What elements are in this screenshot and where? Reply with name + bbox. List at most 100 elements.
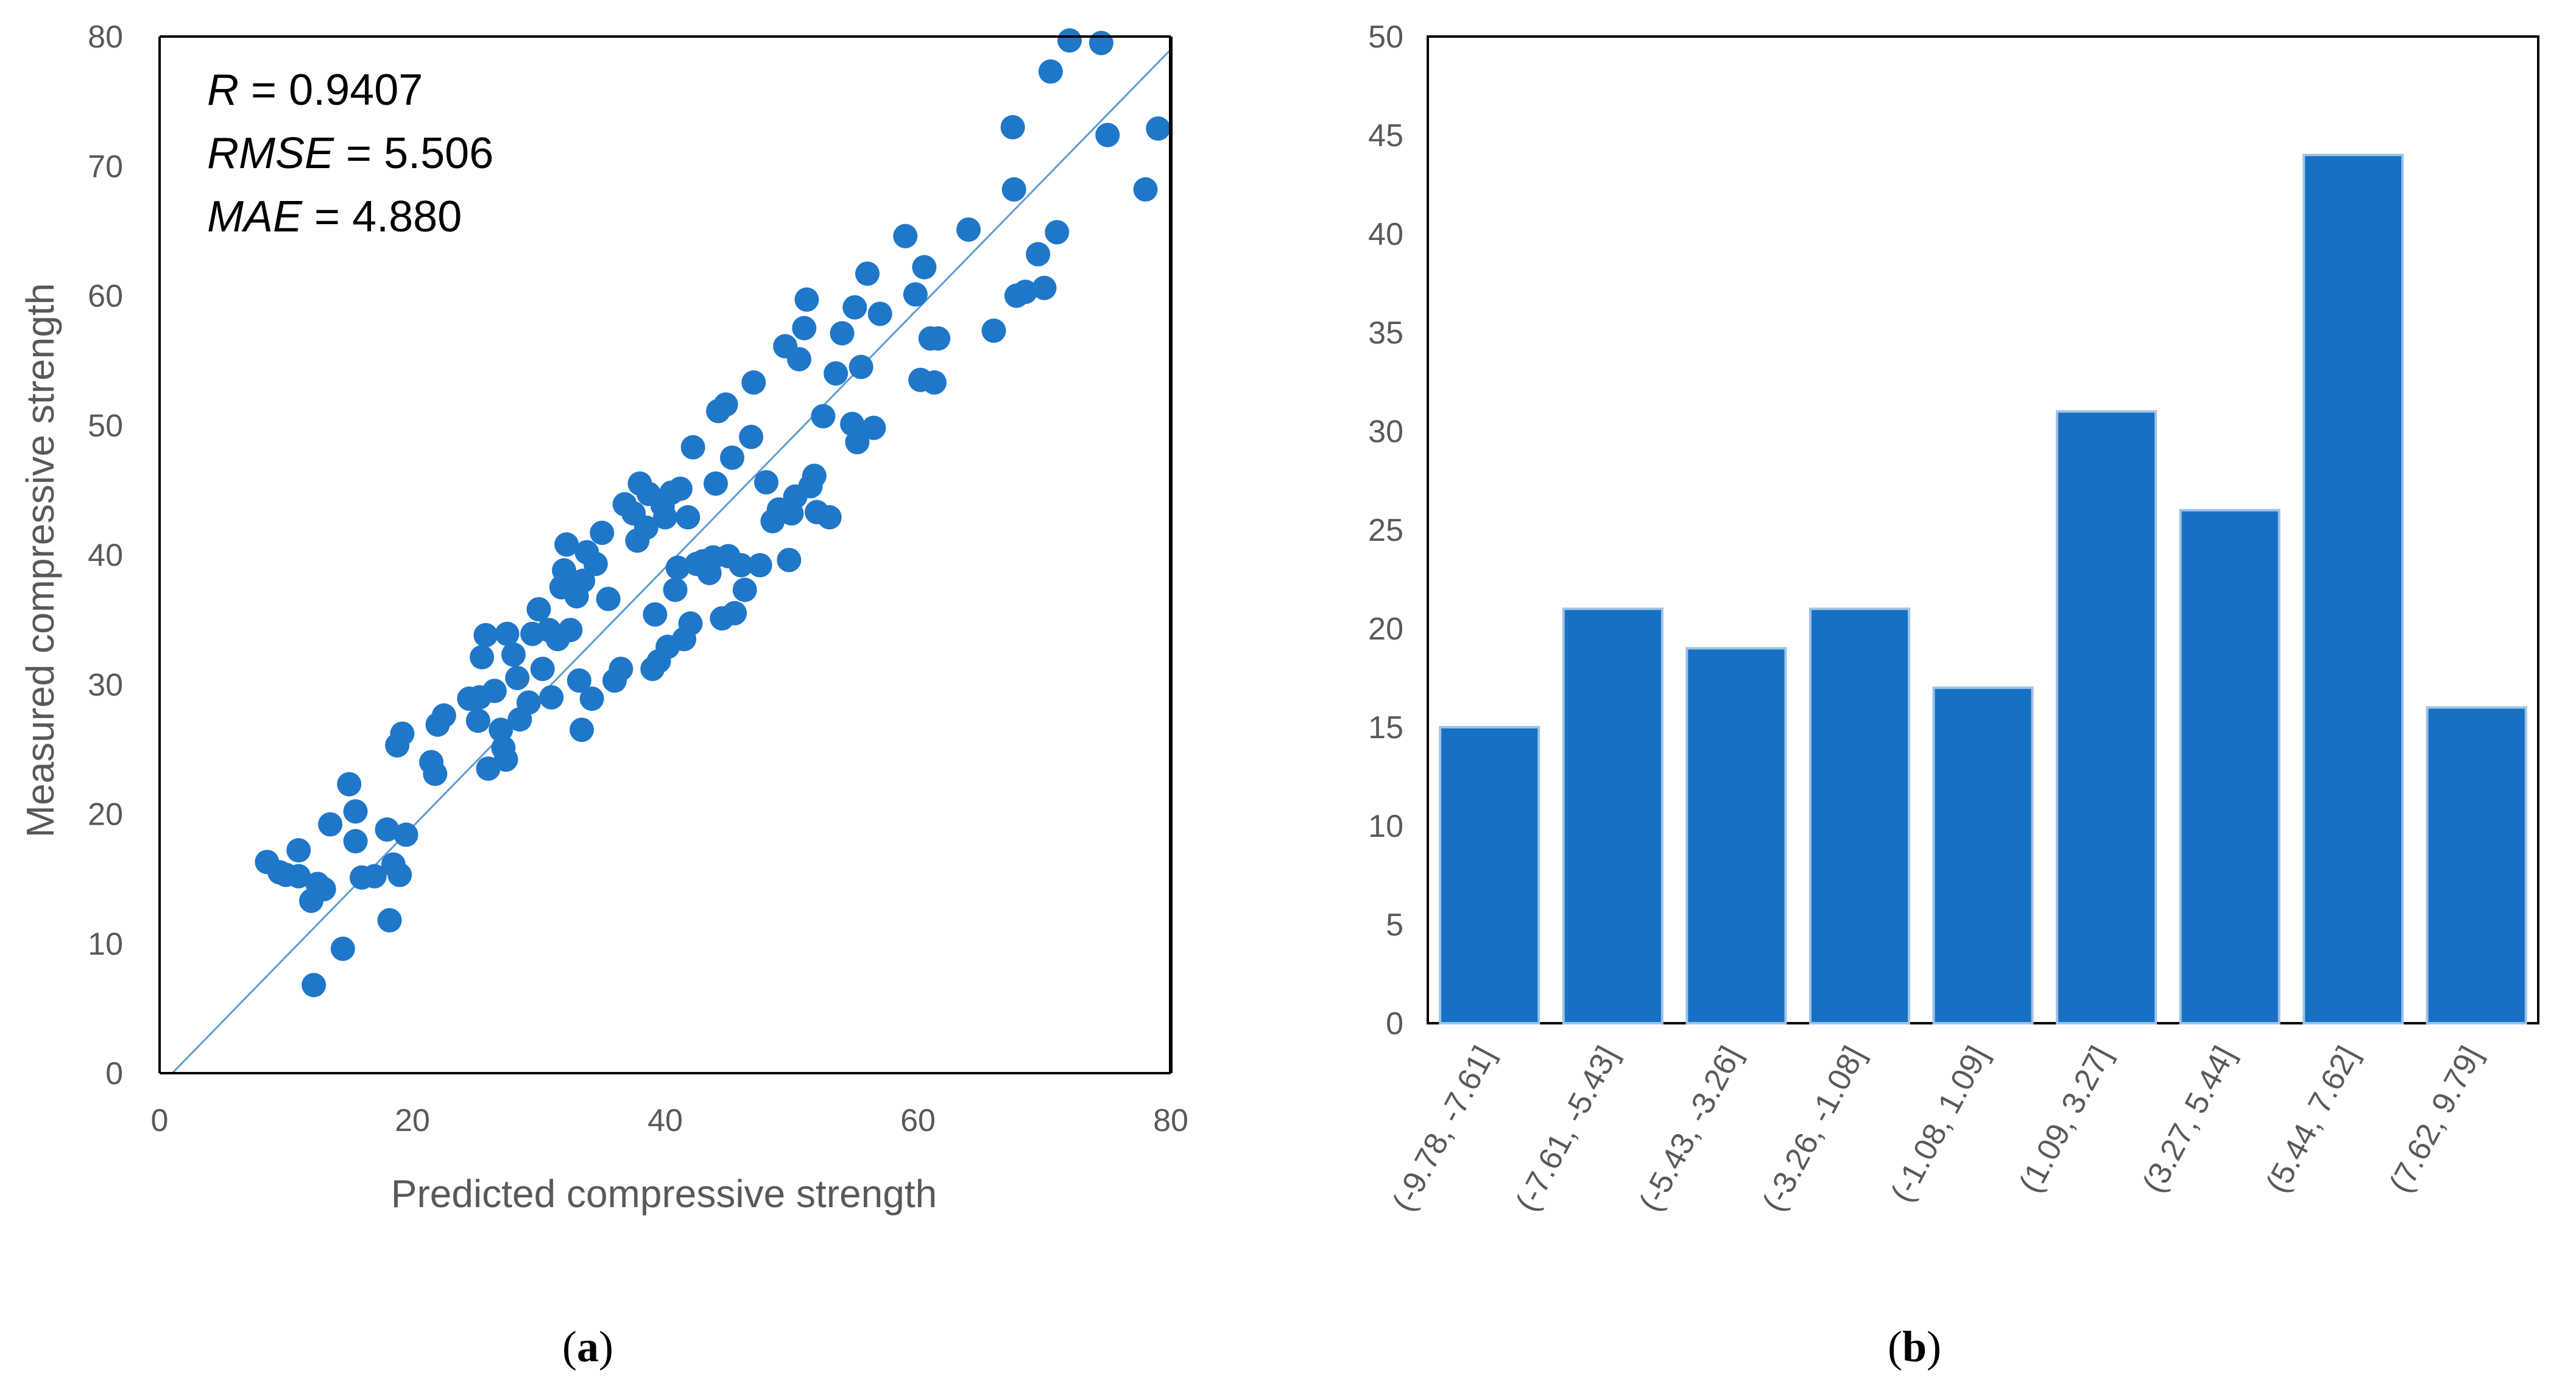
data-point [867, 301, 892, 326]
data-point [1032, 275, 1057, 300]
data-point [505, 666, 530, 691]
bar-y-tick-label: 30 [1368, 414, 1403, 449]
data-point [678, 611, 703, 636]
panel-label-b: (b) [1888, 1322, 1941, 1371]
data-point [855, 261, 880, 286]
stat-separator: = [302, 192, 352, 241]
bar-y-tick-label: 35 [1368, 315, 1403, 351]
bar-y-tick-label: 45 [1368, 118, 1403, 153]
data-point [713, 392, 738, 417]
data-point [330, 936, 355, 961]
bar-x-tick-label: (7.62, 9.79] [2383, 1040, 2490, 1199]
data-point [552, 558, 576, 583]
stat-separator: = [239, 66, 289, 115]
bar-y-tick-label: 5 [1386, 907, 1403, 943]
data-point [1095, 122, 1120, 147]
data-point [470, 645, 495, 670]
x-tick-label: 40 [648, 1103, 683, 1138]
scatter-x-axis-title: Predicted compressive strength [391, 1172, 937, 1216]
data-point [1026, 242, 1051, 267]
data-point [343, 799, 368, 824]
bar-panel: 0 5 10 15 20 25 30 35 40 45 50 (-9.78, -7.61] (-7.6… [1368, 19, 2539, 1218]
data-point [465, 708, 490, 733]
data-point [830, 321, 855, 346]
stat-line: R = 0.9407 [207, 66, 423, 115]
stat-line: MAE = 4.880 [207, 192, 462, 241]
data-point [337, 772, 362, 797]
data-point [1001, 177, 1026, 202]
scatter-points [255, 28, 1171, 998]
data-point [493, 747, 518, 772]
bar [2056, 410, 2158, 1024]
data-point [861, 415, 886, 440]
data-point [377, 907, 402, 932]
data-point [786, 347, 811, 372]
data-point [473, 622, 498, 647]
data-point [571, 568, 596, 593]
scatter-panel: 0 20 40 60 80 0 10 20 30 40 50 60 70 80 Predicted co… [18, 19, 1188, 1216]
data-point [1057, 28, 1082, 53]
data-point [849, 354, 873, 379]
stat-value: 4.880 [352, 192, 462, 241]
data-point [926, 326, 951, 351]
data-point [792, 315, 817, 340]
data-point [516, 690, 541, 715]
stat-separator: = [334, 129, 384, 178]
data-point [590, 520, 615, 545]
y-tick-label: 60 [88, 279, 123, 314]
data-point [668, 476, 693, 501]
data-point [912, 255, 937, 280]
stat-value: 0.9407 [289, 66, 423, 115]
data-point [981, 318, 1006, 343]
data-point [1038, 59, 1063, 84]
data-point [893, 224, 918, 248]
bar-y-tick-label: 50 [1368, 19, 1403, 55]
panel-label-a: (a) [562, 1322, 613, 1371]
data-point [387, 862, 412, 887]
y-tick-label: 50 [88, 408, 123, 443]
data-point [375, 817, 400, 842]
scatter-y-tick-labels: 0 10 20 30 40 50 60 70 80 [88, 19, 123, 1091]
bar [1685, 647, 1787, 1024]
data-point [286, 838, 311, 863]
bar-y-tick-label: 20 [1368, 611, 1403, 647]
bar-x-tick-label: (-9.78, -7.61] [1386, 1040, 1502, 1217]
scatter-axes [158, 35, 1173, 1074]
data-point [343, 829, 368, 854]
data-point [482, 678, 507, 703]
data-point [729, 553, 753, 578]
y-tick-label: 40 [88, 538, 123, 573]
bar-y-tick-label: 10 [1368, 809, 1403, 844]
stat-line: RMSE = 5.506 [207, 129, 493, 178]
bar-series [1439, 153, 2527, 1024]
stat-value: 5.506 [384, 129, 493, 178]
data-point [390, 721, 415, 746]
data-point [431, 703, 456, 728]
panel-a-close: ) [599, 1322, 613, 1371]
x-tick-label: 60 [900, 1103, 936, 1138]
bar [2426, 706, 2527, 1024]
data-point [579, 686, 604, 711]
data-point [845, 429, 870, 454]
data-point [539, 685, 564, 710]
data-point [676, 505, 700, 530]
data-point [643, 602, 668, 627]
bar-x-tick-label: (5.44, 7.62] [2259, 1040, 2366, 1199]
bar-y-tick-label: 25 [1368, 513, 1403, 548]
data-point [1133, 177, 1158, 202]
data-point [663, 577, 688, 602]
data-point [794, 287, 819, 312]
bar [2179, 509, 2281, 1024]
data-point [530, 657, 555, 682]
bar-x-tick-label: (1.09, 3.27] [2013, 1040, 2119, 1199]
bar [1562, 607, 1664, 1024]
data-point [311, 876, 336, 901]
data-point [732, 577, 757, 602]
stat-name: MAE [207, 192, 303, 241]
bar-x-tick-label: (-1.08, 1.09] [1884, 1040, 1996, 1208]
data-point [393, 822, 418, 847]
data-point [811, 404, 836, 429]
scatter-x-tick-labels: 0 20 40 60 80 [151, 1103, 1188, 1138]
data-point [802, 463, 827, 488]
